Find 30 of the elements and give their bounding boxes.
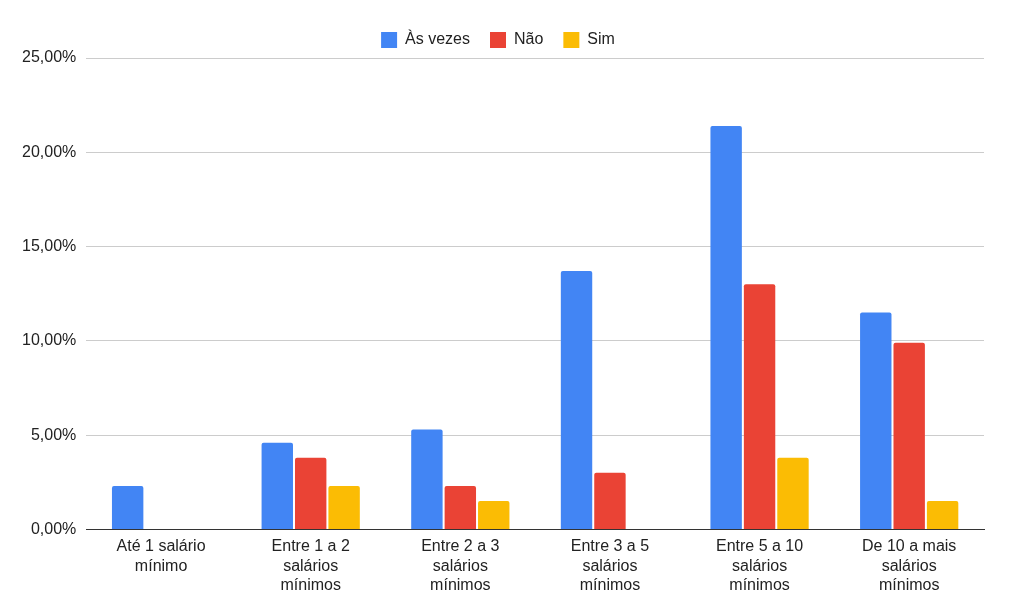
bar: [710, 125, 742, 529]
x-tick-label: De 10 a mais salários mínimos: [862, 537, 957, 593]
x-tick-label: Entre 3 a 5 salários mínimos: [570, 537, 650, 593]
bar: [926, 501, 959, 529]
legend-label: Não: [514, 30, 544, 48]
bar: [444, 486, 477, 529]
bar: [893, 342, 925, 529]
y-tick-label: 10,00%: [22, 331, 77, 349]
bar: [560, 271, 593, 529]
y-tick-label: 20,00%: [22, 142, 77, 160]
x-tick-label: Até 1 salário mínimo: [116, 537, 206, 574]
bar: [294, 457, 327, 529]
y-tick-label: 25,00%: [22, 48, 77, 66]
bar: [777, 457, 809, 529]
bar: [328, 486, 360, 529]
bar: [860, 312, 892, 529]
legend-label: Às vezes: [405, 29, 471, 48]
y-tick-label: 5,00%: [30, 425, 77, 443]
y-tick-label: 15,00%: [22, 236, 77, 254]
bar: [743, 284, 776, 529]
bar: [111, 486, 144, 529]
bar: [594, 472, 626, 529]
bar: [261, 442, 293, 529]
bar: [478, 501, 510, 529]
x-tick-label: Entre 2 a 3 salários mínimos: [421, 537, 500, 593]
bar: [411, 429, 443, 529]
x-tick-label: Entre 1 a 2 salários mínimos: [271, 537, 350, 593]
y-tick-label: 0,00%: [30, 519, 77, 537]
legend-label: Sim: [587, 30, 615, 48]
x-tick-label: Entre 5 a 10 salários mínimos: [715, 537, 804, 593]
